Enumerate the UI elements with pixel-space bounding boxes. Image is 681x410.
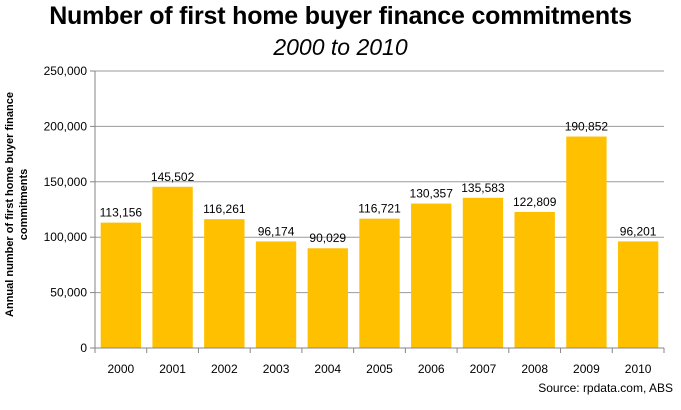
data-label: 96,174: [258, 224, 295, 238]
data-label: 130,357: [410, 187, 454, 201]
x-tick-label: 2003: [263, 362, 290, 376]
chart-subtitle: 2000 to 2010: [273, 34, 408, 60]
bar-2002: [204, 219, 245, 348]
x-tick-label: 2004: [314, 362, 341, 376]
x-tick-labels: 2000 2001 2002 2003 2004 2005 2006 2007 2008 2009…: [108, 362, 652, 376]
source-note: Source: rpdata.com, ABS: [538, 381, 673, 395]
data-label: 190,852: [565, 120, 609, 134]
y-tick-label: 150,000: [44, 175, 88, 189]
y-tick-labels: 0 50,000 100,000 150,000 200,000 250,000: [44, 64, 88, 355]
axes: [90, 70, 665, 353]
bar-2003: [255, 241, 297, 348]
chart-title: Number of first home buyer finance commi…: [49, 2, 632, 30]
bar-2010: [617, 241, 659, 348]
bar-2004: [307, 248, 348, 348]
data-label: 96,201: [620, 224, 657, 238]
data-label: 116,261: [203, 202, 246, 216]
data-label: 90,029: [309, 231, 346, 245]
bars: [100, 136, 659, 348]
x-tick-label: 2002: [211, 362, 238, 376]
data-label: 135,583: [461, 181, 505, 195]
y-tick-label: 100,000: [44, 230, 88, 244]
y-tick-label: 250,000: [44, 64, 88, 78]
x-tick-label: 2006: [418, 362, 445, 376]
x-tick-label: 2007: [470, 362, 497, 376]
data-label: 145,502: [151, 170, 195, 184]
bar-2001: [152, 186, 193, 348]
x-tick-label: 2005: [366, 362, 393, 376]
bar-2008: [514, 211, 555, 348]
x-tick-label: 2001: [159, 362, 186, 376]
bar-2000: [100, 222, 142, 348]
data-label: 122,809: [513, 195, 557, 209]
y-axis-label-line-2: commitments: [18, 169, 30, 241]
x-tick-label: 2010: [625, 362, 652, 376]
y-tick-label: 50,000: [50, 286, 87, 300]
bar-2005: [359, 218, 400, 348]
y-tick-label: 0: [80, 341, 87, 355]
data-label: 116,721: [358, 202, 401, 216]
data-labels: 113,156 145,502 116,261 96,174 90,029 116,721…: [100, 120, 657, 246]
data-label: 113,156: [100, 206, 143, 220]
x-tick-label: 2000: [108, 362, 135, 376]
y-axis-label-line-1: Annual number of first home buyer financ…: [4, 92, 16, 317]
x-tick-label: 2009: [573, 362, 600, 376]
y-tick-label: 200,000: [44, 119, 88, 133]
x-tick-label: 2008: [521, 362, 548, 376]
bar-2007: [462, 197, 504, 348]
bar-2009: [566, 136, 607, 348]
bar-2006: [411, 203, 452, 348]
